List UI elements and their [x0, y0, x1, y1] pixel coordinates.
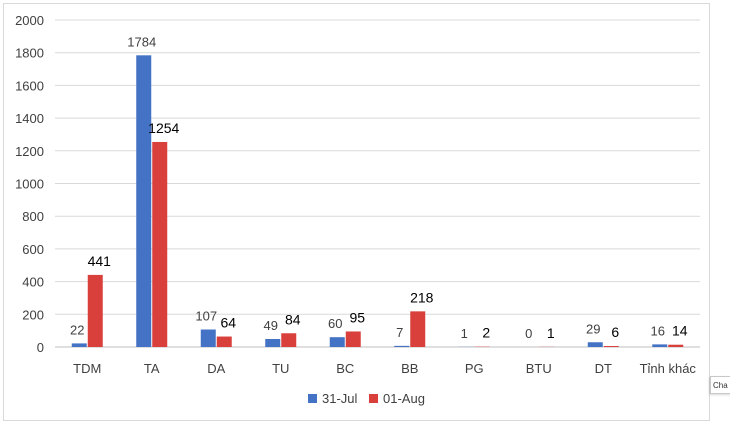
y-tick-label: 400: [22, 275, 44, 290]
bars: [71, 55, 684, 347]
y-tick-label: 1200: [15, 144, 44, 159]
data-label: 1784: [127, 34, 156, 49]
legend-label: 01-Aug: [383, 391, 425, 406]
data-label: 107: [195, 309, 217, 324]
y-tick-label: 1000: [15, 177, 44, 192]
data-label: 1254: [148, 120, 179, 136]
data-label: 218: [410, 289, 434, 305]
x-tick-label: TDM: [73, 361, 101, 376]
x-tick-label: TU: [272, 361, 289, 376]
bar-series-1: [200, 329, 216, 347]
bar-series-2: [87, 274, 103, 347]
legend-swatch: [308, 394, 317, 403]
data-label: 441: [88, 253, 112, 269]
x-axis: TDM TA DA TU BC BB PG BTU DT Tỉnh khác: [73, 361, 696, 376]
y-tick-label: 2000: [15, 13, 44, 28]
data-label: 95: [349, 309, 365, 325]
data-label: 16: [651, 323, 665, 338]
data-label: 29: [586, 321, 600, 336]
bar-series-1: [265, 338, 281, 347]
y-axis: 0 200 400 600 800 1000 1200 1400 1600 1800 2000: [15, 13, 44, 355]
data-label: 49: [264, 318, 278, 333]
data-label: 64: [220, 315, 236, 331]
bar-series-1: [136, 55, 152, 347]
bar-series-2: [603, 346, 619, 347]
chart-tooltip: Cha: [710, 376, 730, 394]
y-tick-label: 200: [22, 307, 44, 322]
x-tick-label: BTU: [526, 361, 552, 376]
legend-label: 31-Jul: [322, 391, 358, 406]
y-tick-label: 1400: [15, 111, 44, 126]
data-label: 7: [396, 325, 403, 340]
y-tick-label: 800: [22, 209, 44, 224]
bar-series-2: [281, 333, 297, 347]
bar-series-1: [394, 345, 410, 347]
y-tick-label: 1800: [15, 46, 44, 61]
x-tick-label: DA: [207, 361, 225, 376]
legend-swatch: [369, 394, 378, 403]
legend: 31-Jul 01-Aug: [308, 391, 425, 406]
data-label: 60: [328, 316, 342, 331]
gridlines: [55, 19, 700, 348]
data-label: 6: [611, 324, 619, 340]
data-label: 14: [672, 323, 688, 339]
bar-series-1: [587, 342, 603, 347]
data-label: 2: [482, 325, 490, 341]
chart-frame: [3, 3, 710, 421]
x-tick-label: PG: [465, 361, 484, 376]
bar-series-2: [216, 336, 232, 347]
bar-series-2: [152, 141, 168, 347]
x-tick-label: Tỉnh khác: [640, 361, 697, 376]
bar-series-1: [652, 344, 668, 347]
data-label: 0: [525, 326, 532, 341]
bar-series-1: [329, 337, 345, 347]
x-tick-label: DT: [595, 361, 612, 376]
data-label: 1: [461, 326, 468, 341]
data-label: 1: [547, 325, 555, 341]
bar-series-1: [71, 343, 87, 347]
y-tick-label: 600: [22, 242, 44, 257]
y-tick-label: 1600: [15, 78, 44, 93]
bar-series-2: [410, 311, 426, 347]
x-tick-label: BC: [336, 361, 354, 376]
bar-series-2: [668, 344, 684, 347]
x-tick-label: BB: [401, 361, 418, 376]
bar-series-2: [345, 331, 361, 347]
x-tick-label: TA: [144, 361, 160, 376]
data-label: 22: [70, 322, 84, 337]
data-label: 84: [285, 311, 301, 327]
y-tick-label: 0: [37, 340, 44, 355]
